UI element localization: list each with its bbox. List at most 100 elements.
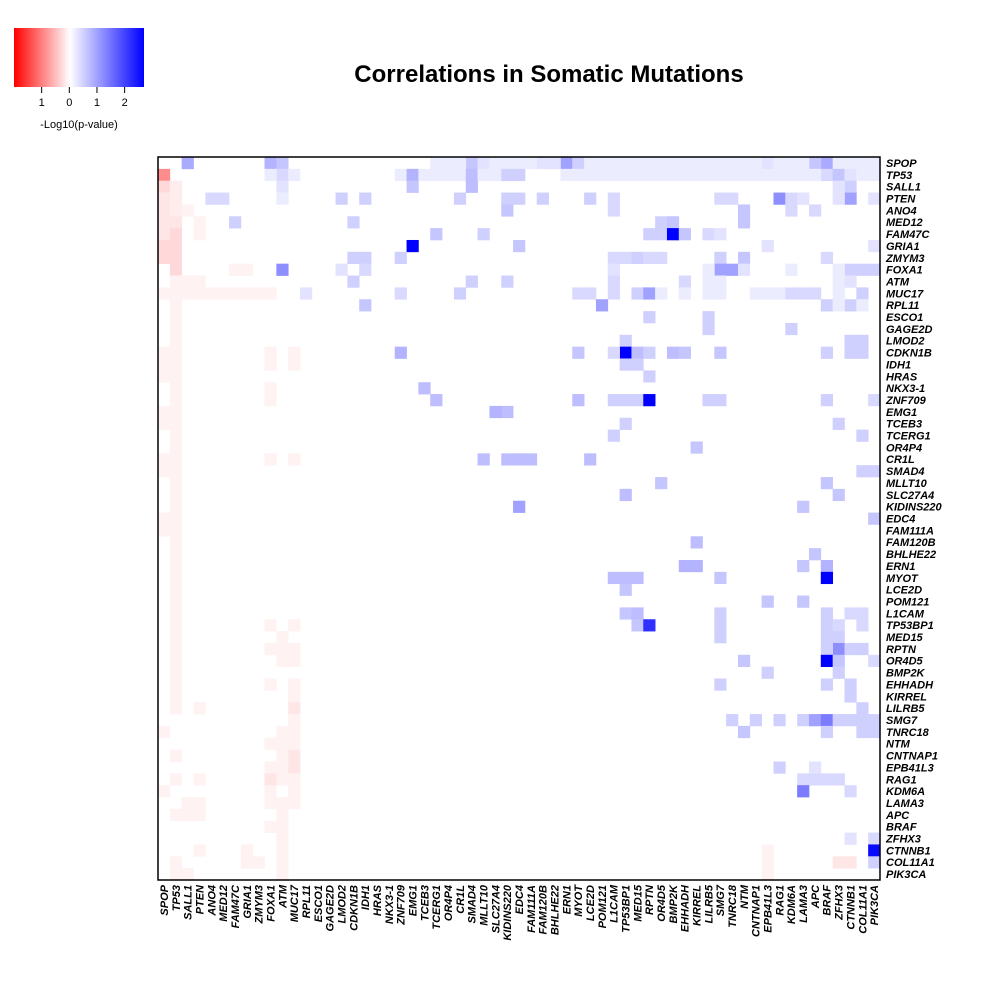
heatmap-cell	[643, 168, 656, 182]
row-label: TP53BP1	[886, 620, 934, 632]
heatmap-cell	[797, 500, 810, 513]
heatmap-cell	[832, 168, 845, 182]
heatmap-cell	[714, 263, 727, 276]
heatmap-cell	[856, 429, 869, 442]
heatmap-cell	[619, 358, 632, 371]
column-label: APC	[810, 884, 822, 909]
legend-label: -Log10(p-value)	[40, 119, 118, 131]
row-label: COL11A1	[886, 857, 935, 869]
heatmap-cell	[832, 773, 845, 786]
heatmap-cell	[489, 168, 502, 182]
heatmap-cell	[264, 619, 277, 632]
heatmap-cell	[264, 382, 277, 395]
column-label: CR1L	[455, 885, 467, 914]
heatmap-cell	[595, 157, 609, 170]
row-label: CTNNB1	[886, 845, 931, 857]
row-label: FAM111A	[886, 525, 934, 537]
heatmap-cell	[666, 168, 680, 182]
heatmap-cell	[252, 287, 265, 300]
row-label: MUC17	[886, 288, 924, 300]
heatmap-cell	[856, 642, 869, 656]
heatmap-cell	[678, 275, 691, 288]
heatmap-cell	[844, 346, 857, 359]
heatmap-cell	[240, 263, 254, 276]
heatmap-cell	[442, 168, 455, 182]
heatmap-cell	[785, 287, 798, 300]
heatmap-cell	[832, 275, 845, 288]
column-label: COL11A1	[857, 885, 869, 934]
row-label: OR4P4	[886, 442, 922, 454]
heatmap-cell	[430, 157, 443, 170]
heatmap-cell	[406, 180, 419, 193]
heatmap-cell	[607, 429, 620, 442]
row-label: SALL1	[886, 182, 921, 194]
heatmap-cell	[169, 654, 183, 667]
heatmap-cell	[619, 334, 632, 347]
heatmap-cell	[820, 394, 834, 407]
heatmap-cell	[643, 228, 656, 241]
heatmap-cell	[169, 477, 183, 490]
heatmap-cell	[169, 512, 183, 525]
heatmap-cell	[820, 251, 834, 265]
heatmap-cell	[832, 417, 845, 430]
heatmap-cell	[406, 239, 419, 253]
heatmap-cell	[643, 370, 656, 383]
row-label: MLLT10	[886, 478, 928, 490]
heatmap-cell	[808, 204, 822, 217]
column-label: ZMYM3	[254, 885, 266, 925]
heatmap-cell	[477, 168, 490, 182]
heatmap-cell	[158, 524, 171, 537]
heatmap-cell	[169, 358, 183, 371]
heatmap-cell	[714, 168, 727, 182]
heatmap-cell	[643, 311, 656, 324]
heatmap-cell	[524, 453, 538, 466]
heatmap-cell	[844, 832, 857, 845]
heatmap-cell	[607, 192, 620, 205]
heatmap-cell	[655, 157, 668, 170]
heatmap-cell	[229, 216, 242, 229]
column-label: ERN1	[561, 885, 573, 914]
heatmap-cell	[169, 239, 183, 253]
heatmap-cell	[169, 856, 183, 869]
heatmap-cell	[158, 168, 171, 182]
heatmap-cell	[820, 571, 834, 585]
heatmap-cell	[844, 856, 857, 869]
heatmap-cell	[820, 654, 834, 667]
heatmap-cell	[264, 678, 277, 691]
column-label: NTM	[739, 884, 751, 909]
column-label: FAM111A	[526, 885, 538, 933]
heatmap-cell	[169, 642, 183, 656]
heatmap-cell	[252, 856, 265, 869]
heatmap-cell	[631, 607, 644, 620]
heatmap-cell	[714, 192, 727, 205]
row-label: KIDINS220	[886, 502, 943, 514]
heatmap-cell	[797, 157, 810, 170]
heatmap-cell	[820, 773, 834, 786]
heatmap-cell	[797, 714, 810, 727]
heatmap-cell	[844, 275, 857, 288]
heatmap-cell	[844, 678, 857, 691]
column-label: SALL1	[183, 885, 195, 920]
heatmap-cell	[406, 168, 419, 182]
heatmap-cell	[737, 251, 751, 265]
heatmap-cell	[276, 157, 289, 170]
column-labels: SPOP TP53 SALL1 PTEN ANO4 MED12 FAM47C GRIA1 ZMY…	[159, 884, 881, 941]
heatmap-cell	[169, 749, 183, 762]
heatmap-cell	[832, 619, 845, 632]
heatmap-cell	[276, 192, 289, 205]
heatmap-cell	[489, 405, 502, 419]
heatmap-cell	[430, 394, 443, 407]
heatmap-cell	[158, 228, 171, 241]
heatmap-cell	[619, 251, 632, 265]
heatmap-cell	[726, 263, 739, 276]
heatmap-cell	[158, 239, 171, 253]
heatmap-cell	[193, 797, 206, 810]
heatmap-cell	[844, 642, 857, 656]
heatmap-cell	[288, 678, 301, 691]
heatmap-cell	[276, 631, 289, 644]
heatmap-cell	[714, 275, 727, 288]
heatmap-cell	[501, 157, 514, 170]
heatmap-cell	[453, 287, 467, 300]
heatmap-cell	[169, 583, 183, 596]
